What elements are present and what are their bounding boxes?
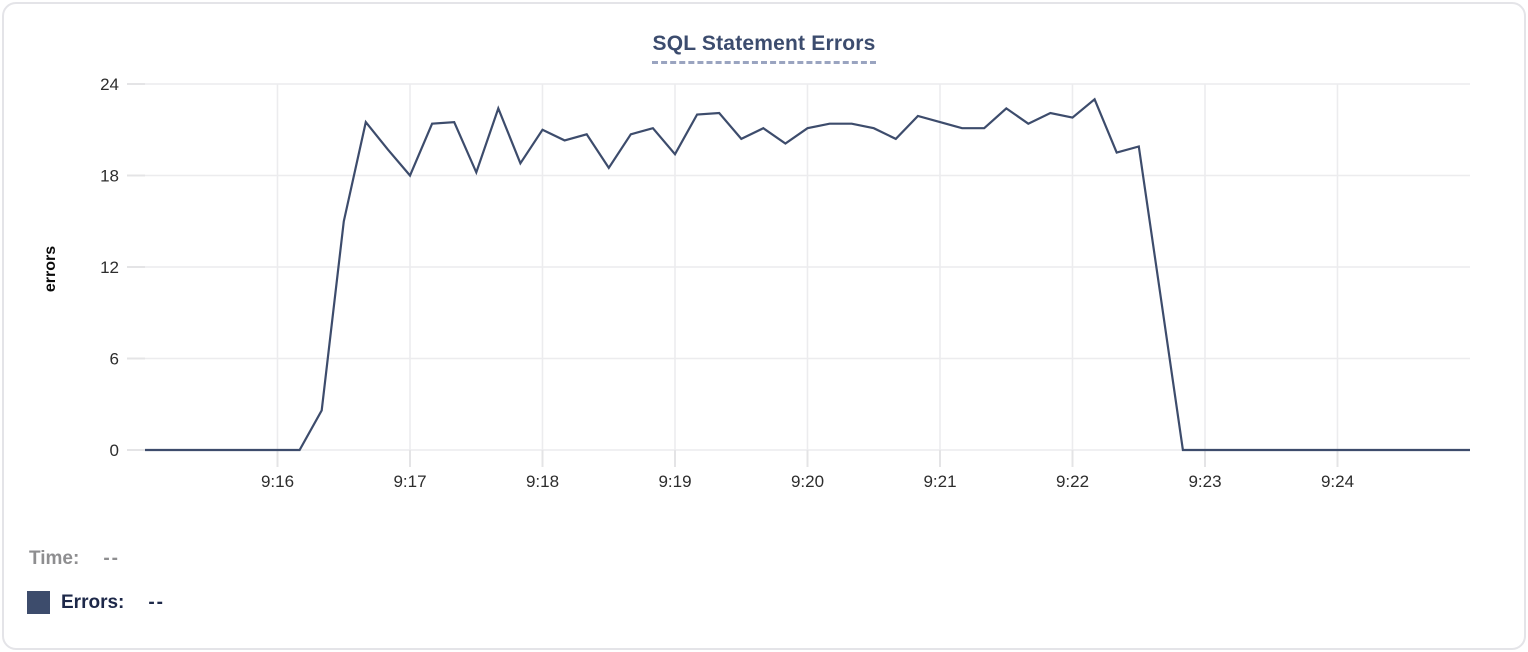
x-tick-label: 9:20 [791,472,824,491]
x-tick-label: 9:18 [526,472,559,491]
chart-title[interactable]: SQL Statement Errors [652,32,876,64]
x-tick-label: 9:17 [393,472,426,491]
errors-line-chart[interactable]: 0 6 12 18 24 9:16 9:17 9:18 9:19 9:20 9:21 9:22 9:23… [0,0,1528,520]
legend-errors-label: Errors: [61,591,125,613]
legend-errors-row: Errors: -- [27,591,165,614]
legend-errors-value: -- [148,591,166,613]
y-tick-label: 12 [100,258,119,277]
x-tick-label: 9:23 [1188,472,1221,491]
tooltip-time-label: Time: [29,548,80,569]
y-tick-label: 6 [110,350,119,369]
y-tick-label: 24 [100,75,119,94]
x-tick-label: 9:22 [1056,472,1089,491]
y-tick-label: 0 [110,441,119,460]
y-tick-label: 18 [100,167,119,186]
chart-header: SQL Statement Errors [4,32,1524,64]
x-tick-label: 9:16 [261,472,294,491]
x-tick-label: 9:19 [658,472,691,491]
errors-series-swatch [27,591,50,614]
errors-series-line [145,97,1470,452]
x-tick-label: 9:24 [1321,472,1354,491]
x-tick-label: 9:21 [923,472,956,491]
tooltip-time-value: -- [103,548,120,569]
tooltip-time-row: Time: -- [29,548,120,570]
